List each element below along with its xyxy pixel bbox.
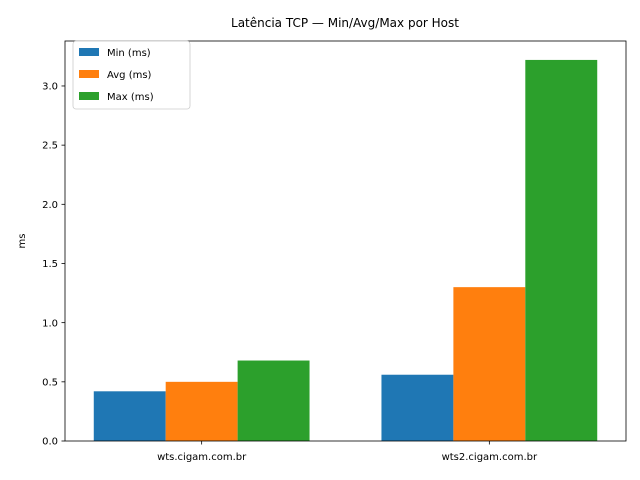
chart-title: Latência TCP — Min/Avg/Max por Host [231,16,459,30]
y-tick-label: 3.0 [42,82,58,93]
x-tick-label: wts.cigam.com.br [157,452,247,463]
bar-avg-1 [453,287,526,441]
y-tick-label: 0.5 [42,377,58,388]
legend-label-min: Min (ms) [107,48,151,59]
y-tick-label: 0.0 [42,437,58,448]
plot-frame [64,40,627,442]
legend-swatch-max [79,92,99,100]
legend-label-avg: Avg (ms) [107,70,152,81]
y-tick-label: 1.0 [42,318,58,329]
y-axis-ticks: 0.0 0.5 1.0 1.5 2.0 2.5 3.0 [42,82,65,448]
x-axis-ticks: wts.cigam.com.br wts2.cigam.com.br [157,441,538,463]
bars-group [93,59,598,442]
y-tick-label: 1.5 [42,259,58,270]
legend-swatch-avg [79,70,99,78]
bar-max-0 [237,360,310,441]
x-tick-label: wts2.cigam.com.br [442,452,538,463]
legend: Min (ms) Avg (ms) Max (ms) [72,40,191,110]
legend-frame [72,40,191,110]
legend-label-max: Max (ms) [107,92,154,103]
legend-swatch-min [79,48,99,56]
y-tick-label: 2.0 [42,200,58,211]
bar-max-1 [525,59,598,442]
bar-avg-0 [165,381,238,441]
y-axis-label: ms [17,234,28,249]
y-tick-label: 2.5 [42,141,58,152]
bar-min-0 [93,391,166,441]
bar-min-1 [381,374,454,441]
